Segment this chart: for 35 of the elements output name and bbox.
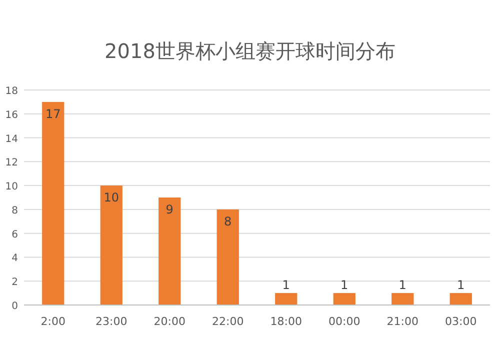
x-tick-label: 23:00 [96,315,128,328]
bar [42,102,64,305]
x-tick-label: 21:00 [386,315,418,328]
bar [275,293,298,305]
y-tick-label: 8 [12,205,18,216]
data-label: 1 [457,278,465,292]
bar [158,198,181,305]
data-label: 10 [104,190,120,205]
y-tick-label: 0 [12,301,18,312]
x-tick-label: 03:00 [445,315,477,328]
chart-title: 2018世界杯小组赛开球时间分布 [104,39,396,63]
x-tick-label: 20:00 [154,315,186,328]
y-tick-label: 16 [5,110,18,121]
y-tick-label: 2 [12,277,18,288]
x-tick-label: 18:00 [270,315,302,328]
bar [100,186,122,305]
y-tick-label: 10 [5,182,18,193]
bar [450,293,472,305]
y-tick-label: 4 [12,253,18,264]
bar [216,209,239,305]
x-tick-label: 22:00 [212,315,244,328]
data-label: 9 [166,202,174,216]
x-tick-label: 2:00 [40,315,66,328]
bar [392,293,414,305]
data-label: 8 [224,214,232,228]
bar [333,293,356,305]
y-tick-label: 6 [12,229,18,240]
data-label: 1 [282,278,290,292]
y-tick-label: 14 [5,134,18,145]
data-label: 17 [45,106,61,121]
y-tick-label: 12 [5,158,18,169]
data-label: 1 [398,278,406,292]
data-label: 1 [340,278,348,292]
y-tick-label: 18 [5,86,18,97]
x-tick-label: 00:00 [328,315,360,328]
